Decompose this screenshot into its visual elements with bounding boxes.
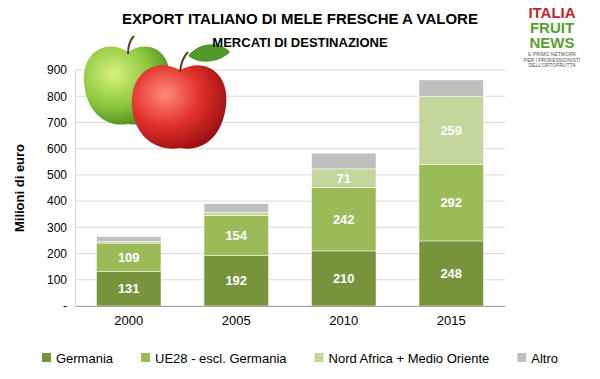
bar-series — [97, 241, 484, 306]
y-tick: 500 — [47, 168, 75, 182]
y-tick-label: 600 — [47, 142, 67, 156]
data-label: 131 — [118, 281, 140, 296]
y-tick: 100 — [47, 273, 75, 287]
legend-item: Germania — [42, 351, 114, 366]
chart: - 100 200 300 400 500 600 700 800 900 2000 2005 2010… — [0, 0, 600, 379]
data-label: 259 — [440, 123, 462, 138]
bar — [419, 164, 484, 241]
data-label: 242 — [333, 212, 355, 227]
logo-line: NEWS — [530, 34, 575, 51]
legend-item: Altro — [517, 351, 558, 366]
y-axis: - 100 200 300 400 500 600 700 800 900 — [47, 63, 76, 313]
legend-label: UE28 - escl. Germania — [155, 351, 287, 366]
data-label: 109 — [118, 250, 140, 265]
bar — [419, 80, 484, 97]
data-label: 210 — [333, 271, 355, 286]
apple-red — [132, 65, 227, 148]
bar — [97, 237, 162, 242]
x-axis: 2000 2005 2010 2015 — [76, 306, 506, 328]
bar — [97, 243, 162, 272]
x-tick-label: 2005 — [222, 313, 251, 328]
legend-swatch — [42, 353, 51, 362]
y-axis-line — [75, 71, 76, 307]
x-tick: 2015 — [437, 306, 466, 328]
y-tick: 200 — [47, 247, 75, 261]
y-tick-label: 800 — [47, 90, 67, 104]
legend-swatch — [315, 353, 324, 362]
subtitle: MERCATI DI DESTINAZIONE — [212, 35, 388, 50]
y-axis-title: Milioni di euro — [12, 144, 27, 232]
apple-stem — [128, 36, 134, 54]
logo: ITALIAFRUITNEWSIL PRIMO NETWORKPER I PRO… — [524, 4, 580, 68]
y-tick-label: 100 — [47, 273, 67, 287]
data-label: 292 — [440, 195, 462, 210]
data-label: 71 — [337, 171, 351, 186]
legend-swatch — [141, 353, 150, 362]
x-tick-label: 2000 — [114, 313, 143, 328]
data-label: 154 — [225, 228, 247, 243]
x-axis-line — [76, 306, 506, 307]
y-tick-label: - — [63, 299, 67, 313]
bar — [97, 272, 162, 306]
bar — [204, 212, 269, 215]
bar — [419, 96, 484, 164]
logo-tagline: DELL'ORTOFRUTTA — [528, 62, 576, 68]
data-labels: 131 192 210 248 109 154 242 292 71 259 — [118, 123, 462, 296]
bar — [312, 153, 377, 169]
bar — [204, 204, 269, 212]
bar — [419, 241, 484, 306]
legend-swatch — [517, 353, 526, 362]
y-tick: 400 — [47, 194, 75, 208]
legend-label: Germania — [56, 351, 114, 366]
y-tick-label: 200 — [47, 247, 67, 261]
legend-label: Nord Africa + Medio Oriente — [329, 351, 490, 366]
data-label: 248 — [440, 266, 462, 281]
legend-label: Altro — [531, 351, 558, 366]
bar-series — [97, 164, 484, 271]
y-tick: 600 — [47, 142, 75, 156]
y-tick: 900 — [47, 63, 75, 77]
y-tick-label: 700 — [47, 116, 67, 130]
legend-item: UE28 - escl. Germania — [141, 351, 287, 366]
x-tick: 2010 — [329, 306, 358, 328]
bar — [312, 169, 377, 188]
legend-item: Nord Africa + Medio Oriente — [315, 351, 490, 366]
y-tick: 300 — [47, 221, 75, 235]
y-tick: 800 — [47, 90, 75, 104]
y-tick-label: 300 — [47, 221, 67, 235]
bar — [312, 251, 377, 306]
y-tick-label: 900 — [47, 63, 67, 77]
y-tick-label: 500 — [47, 168, 67, 182]
bar — [204, 215, 269, 255]
apples-image — [84, 36, 230, 149]
legend: Germania UE28 - escl. Germania Nord Africa… — [42, 351, 558, 366]
y-tick-label: 400 — [47, 194, 67, 208]
y-tick: 700 — [47, 116, 75, 130]
x-tick: 2000 — [114, 306, 143, 328]
title: EXPORT ITALIANO DI MELE FRESCHE A VALORE — [122, 10, 478, 27]
apple-stem — [180, 52, 188, 72]
x-tick: 2005 — [222, 306, 251, 328]
x-tick-label: 2015 — [437, 313, 466, 328]
data-label: 192 — [225, 273, 247, 288]
y-tick: - — [63, 299, 75, 313]
bar — [312, 187, 377, 250]
bar — [204, 256, 269, 306]
x-tick-label: 2010 — [329, 313, 358, 328]
